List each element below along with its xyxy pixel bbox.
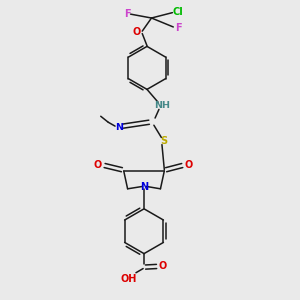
Text: O: O xyxy=(133,27,141,37)
Text: N: N xyxy=(115,123,123,132)
Text: NH: NH xyxy=(154,101,170,110)
Text: O: O xyxy=(94,160,102,170)
Text: F: F xyxy=(176,23,182,33)
Text: S: S xyxy=(160,136,167,146)
Text: O: O xyxy=(158,261,167,271)
Text: OH: OH xyxy=(121,274,137,284)
Text: N: N xyxy=(140,182,148,192)
Text: O: O xyxy=(185,160,193,170)
Text: Cl: Cl xyxy=(172,7,183,17)
Text: F: F xyxy=(124,9,130,19)
